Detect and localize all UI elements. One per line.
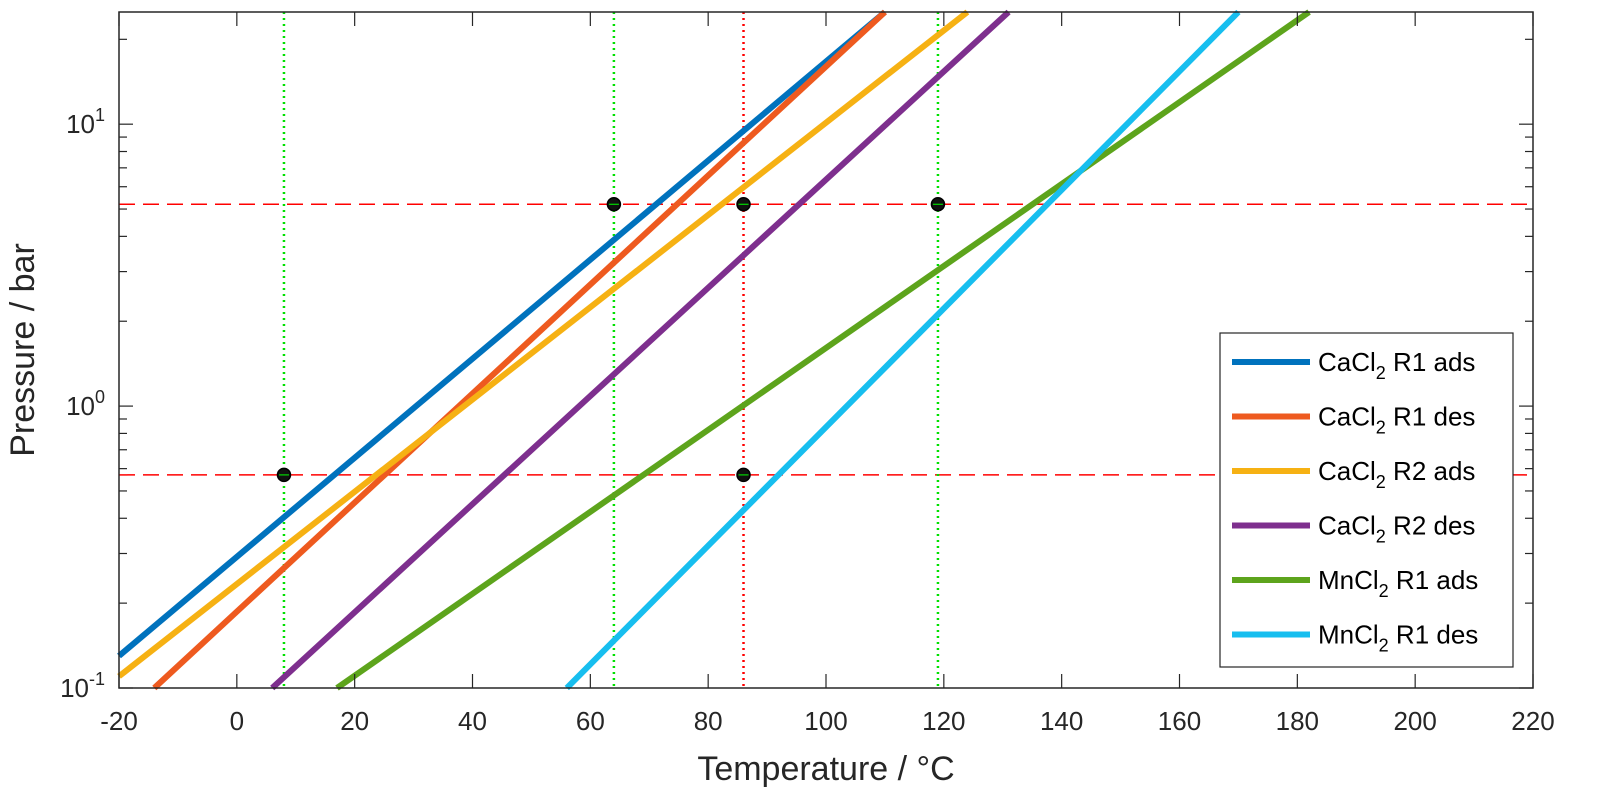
x-tick-label: 80 bbox=[694, 706, 723, 736]
x-tick-label: 0 bbox=[230, 706, 244, 736]
x-tick-label: 220 bbox=[1511, 706, 1554, 736]
y-tick-label: 101 bbox=[66, 105, 105, 139]
legend[interactable]: CaCl2 R1 ads CaCl2 R1 des CaCl2 R2 ads CaCl… bbox=[1219, 332, 1514, 668]
x-tick-label: -20 bbox=[100, 706, 138, 736]
legend-label: CaCl2 R2 ads bbox=[1318, 456, 1475, 492]
legend-label: CaCl2 R1 des bbox=[1318, 402, 1475, 438]
y-tick-label: 100 bbox=[66, 387, 105, 421]
legend-label: MnCl2 R1 ads bbox=[1318, 565, 1478, 601]
y-tick-labels: 10-1 100 101 bbox=[60, 105, 105, 703]
legend-label: CaCl2 R1 ads bbox=[1318, 347, 1475, 383]
series-line-cacl2-r1-ads bbox=[117, 9, 887, 659]
y-axis-title: Pressure / bar bbox=[4, 243, 42, 457]
series-lines bbox=[117, 9, 1311, 691]
legend-label: CaCl2 R2 des bbox=[1318, 511, 1475, 547]
major-ticks bbox=[118, 12, 1534, 689]
legend-label: MnCl2 R1 des bbox=[1318, 620, 1478, 656]
x-tick-label: 20 bbox=[340, 706, 369, 736]
series-line-cacl2-r2-des bbox=[270, 9, 1011, 691]
x-tick-label: 200 bbox=[1393, 706, 1436, 736]
y-tick-label: 10-1 bbox=[60, 669, 105, 703]
x-axis-title: Temperature / °C bbox=[697, 750, 954, 788]
x-tick-label: 140 bbox=[1040, 706, 1083, 736]
legend-entries: CaCl2 R1 ads CaCl2 R1 des CaCl2 R2 ads CaCl… bbox=[1232, 347, 1478, 656]
x-tick-label: 60 bbox=[576, 706, 605, 736]
series-line-mncl2-r1-ads bbox=[335, 9, 1311, 691]
x-tick-label: 180 bbox=[1276, 706, 1319, 736]
legend-box bbox=[1219, 332, 1514, 668]
x-tick-label: 40 bbox=[458, 706, 487, 736]
series-line-cacl2-r2-ads bbox=[117, 9, 970, 679]
series-line-mncl2-r1-des bbox=[564, 9, 1241, 691]
markers bbox=[276, 196, 946, 483]
x-tick-label: 160 bbox=[1158, 706, 1201, 736]
x-tick-label: 120 bbox=[922, 706, 965, 736]
x-tick-labels: -20 0 20 40 60 80 100 120 140 160 180 200 220 bbox=[100, 706, 1554, 736]
series-line-cacl2-r1-des bbox=[152, 9, 887, 691]
x-tick-label: 100 bbox=[804, 706, 847, 736]
minor-ticks bbox=[119, 38, 1533, 604]
